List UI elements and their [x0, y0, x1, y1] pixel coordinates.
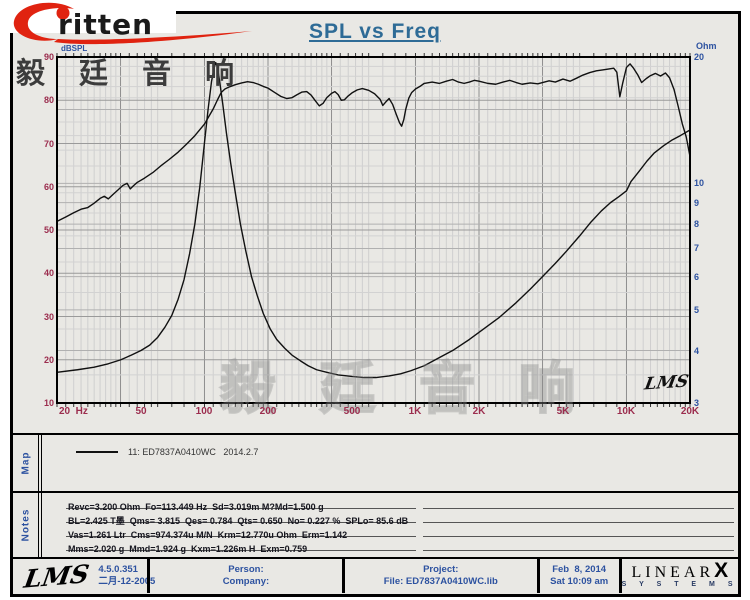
- left-axis-tick-60: 60: [43, 182, 54, 192]
- legend-line-swatch: [76, 451, 118, 453]
- map-band-label: Map: [20, 451, 31, 475]
- footer: LMS 4.5.0.351 二月-12-2005 Person: Company…: [13, 557, 738, 593]
- right-axis-tick-8: 8: [694, 219, 700, 229]
- linearx-logo: LINEARX: [631, 559, 729, 582]
- note-line: Vas=1.261 Ltr Cms=974.374u M/N Krm=12.77…: [66, 523, 734, 540]
- project-label: Project:: [423, 564, 459, 575]
- freq-tick-20K: 20K: [680, 406, 700, 417]
- software-date: 二月-12-2005: [98, 576, 156, 587]
- report-date: Feb 8, 2014: [552, 564, 607, 575]
- footer-date-cell: Feb 8, 2014 Sat 10:09 am: [540, 559, 619, 593]
- note-line: BL=2.425 T墨 Qms= 3.815 Qes= 0.784 Qts= 0…: [66, 509, 734, 526]
- left-axis-tick-30: 30: [43, 312, 54, 322]
- left-axis-tick-90: 90: [43, 52, 54, 62]
- company-label: Company:: [222, 576, 270, 587]
- freq-tick-2K: 2K: [472, 406, 486, 417]
- footer-lms-cell: LMS 4.5.0.351 二月-12-2005: [13, 558, 155, 594]
- freq-tick-50: 50: [135, 406, 147, 417]
- right-axis-tick-6: 6: [694, 272, 700, 282]
- chart-title: SPL vs Freq: [309, 20, 441, 43]
- left-axis-tick-40: 40: [43, 268, 54, 278]
- left-axis-tick-80: 80: [43, 95, 54, 105]
- right-axis-tick-20: 20: [694, 52, 705, 62]
- map-band: Map 11: ED7837A0410WC 2014.2.7: [13, 433, 738, 491]
- note-text-2: BL=2.425 T墨 Qms= 3.815 Qes= 0.784 Qts= 0…: [68, 516, 409, 526]
- brand-chinese-text: 毅 廷 音 响: [16, 58, 248, 90]
- footer-divider: [536, 559, 540, 593]
- freq-tick-500: 500: [343, 406, 361, 417]
- lms-logo: LMS: [22, 558, 92, 594]
- freq-tick-200: 200: [259, 406, 277, 417]
- notes-band-side: Notes: [13, 493, 39, 557]
- file-label: File: ED7837A0410WC.lib: [383, 576, 498, 587]
- right-axis-tick-7: 7: [694, 243, 700, 253]
- right-axis-tick-3: 3: [694, 398, 700, 408]
- right-axis-tick-4: 4: [694, 346, 700, 356]
- legend-text: 11: ED7837A0410WC 2014.2.7: [128, 447, 259, 457]
- note-line: Mms=2.020 g Mmd=1.924 g Kxm=1.226m H Exm…: [66, 537, 734, 554]
- person-label: Person:: [228, 564, 264, 575]
- note-text-1: Revc=3.200 Ohm Fo=113.449 Hz Sd=3.019m M…: [68, 502, 324, 512]
- freq-tick-10K: 10K: [616, 406, 636, 417]
- map-band-side: Map: [13, 435, 39, 491]
- right-axis-unit-label: Ohm: [696, 41, 717, 51]
- linearx-systems-text: S Y S T E M S: [621, 581, 738, 588]
- map-band-content: 11: ED7837A0410WC 2014.2.7: [41, 435, 738, 491]
- note-line: Revc=3.200 Ohm Fo=113.449 Hz Sd=3.019m M…: [66, 495, 734, 512]
- footer-divider: [147, 559, 150, 593]
- notes-band-content: Revc=3.200 Ohm Fo=113.449 Hz Sd=3.019m M…: [41, 493, 738, 557]
- footer-project-cell: Project: File: ED7837A0410WC.lib: [345, 559, 537, 593]
- eritten-swoosh-icon: [13, 2, 252, 45]
- right-axis-tick-5: 5: [694, 305, 700, 315]
- left-axis-tick-50: 50: [43, 225, 54, 235]
- footer-person-cell: Person: Company:: [150, 559, 342, 593]
- right-axis-tick-9: 9: [694, 198, 700, 208]
- freq-tick-1K: 1K: [408, 406, 422, 417]
- notes-band-label: Notes: [20, 508, 31, 542]
- note-text-3: Vas=1.261 Ltr Cms=974.374u M/N Krm=12.77…: [68, 530, 348, 540]
- right-axis-tick-10: 10: [694, 178, 705, 188]
- left-axis-tick-70: 70: [43, 139, 54, 149]
- left-axis-tick-20: 20: [43, 355, 54, 365]
- report-time: Sat 10:09 am: [550, 576, 609, 587]
- freq-tick-100: 100: [195, 406, 213, 417]
- footer-divider: [341, 559, 345, 593]
- lms-plot-badge: LMS: [642, 371, 691, 395]
- freq-tick-5K: 5K: [556, 406, 570, 417]
- freq-tick-20 Hz: 20 Hz: [59, 406, 88, 417]
- legend-row: 11: ED7837A0410WC 2014.2.7: [76, 447, 258, 457]
- left-axis-unit-label: dBSPL: [61, 44, 88, 53]
- notes-band: Notes Revc=3.200 Ohm Fo=113.449 Hz Sd=3.…: [13, 491, 738, 557]
- left-axis-tick-10: 10: [43, 398, 54, 408]
- software-version: 4.5.0.351: [98, 564, 138, 575]
- note-text-4: Mms=2.020 g Mmd=1.924 g Kxm=1.226m H Exm…: [68, 544, 308, 554]
- footer-linearx-cell: LINEARX S Y S T E M S: [622, 559, 738, 593]
- brand-name: ritten: [58, 8, 154, 41]
- footer-divider: [618, 559, 622, 593]
